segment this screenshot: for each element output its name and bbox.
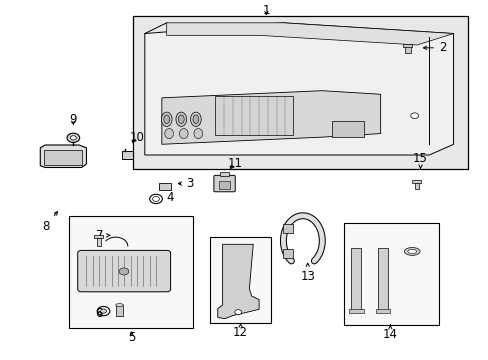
Circle shape — [101, 309, 106, 313]
Text: 2: 2 — [423, 41, 446, 54]
Polygon shape — [162, 91, 380, 144]
Bar — [97, 238, 101, 246]
Text: 14: 14 — [382, 325, 397, 341]
Bar — [411, 180, 420, 183]
Bar — [403, 44, 411, 47]
Text: 6: 6 — [95, 307, 102, 320]
Bar — [215, 96, 292, 135]
Bar — [116, 305, 123, 316]
Circle shape — [119, 268, 128, 275]
Ellipse shape — [190, 112, 201, 126]
Bar — [210, 237, 271, 323]
Ellipse shape — [179, 129, 188, 139]
Polygon shape — [40, 145, 86, 167]
Ellipse shape — [176, 112, 186, 126]
Bar — [348, 309, 363, 313]
Bar — [377, 248, 387, 312]
Bar — [351, 248, 361, 312]
Circle shape — [234, 310, 241, 315]
Text: 8: 8 — [42, 212, 57, 233]
Bar — [404, 46, 410, 53]
Bar — [220, 172, 228, 176]
Polygon shape — [144, 23, 453, 155]
Text: 12: 12 — [233, 324, 247, 339]
Bar — [283, 249, 292, 257]
FancyBboxPatch shape — [159, 183, 171, 190]
Circle shape — [410, 113, 418, 118]
Bar — [219, 181, 229, 189]
Circle shape — [70, 136, 76, 140]
Bar — [375, 309, 389, 313]
Text: 1: 1 — [262, 4, 269, 17]
Polygon shape — [217, 244, 259, 319]
Text: 3: 3 — [178, 177, 193, 190]
Text: 4: 4 — [166, 192, 174, 204]
Ellipse shape — [194, 129, 202, 139]
Text: 10: 10 — [129, 131, 144, 144]
Ellipse shape — [178, 115, 184, 123]
Text: 5: 5 — [128, 331, 135, 344]
Text: 11: 11 — [227, 157, 242, 170]
Ellipse shape — [407, 249, 416, 253]
Bar — [94, 235, 103, 238]
FancyBboxPatch shape — [78, 250, 170, 292]
FancyBboxPatch shape — [213, 175, 235, 192]
Polygon shape — [166, 23, 453, 45]
Bar — [122, 152, 132, 159]
Ellipse shape — [163, 115, 169, 123]
Text: 15: 15 — [412, 152, 427, 168]
Polygon shape — [44, 150, 81, 165]
Bar — [344, 223, 438, 325]
Text: 9: 9 — [69, 113, 77, 126]
Ellipse shape — [116, 303, 123, 306]
Bar — [414, 183, 418, 189]
Ellipse shape — [161, 112, 172, 126]
Ellipse shape — [193, 115, 199, 123]
Bar — [331, 121, 363, 137]
Bar — [132, 16, 467, 169]
Bar — [283, 224, 292, 233]
Bar — [69, 216, 193, 328]
Ellipse shape — [404, 248, 419, 255]
Circle shape — [67, 133, 80, 143]
Text: 7: 7 — [96, 229, 110, 242]
Text: 13: 13 — [300, 263, 314, 283]
Ellipse shape — [164, 129, 173, 139]
